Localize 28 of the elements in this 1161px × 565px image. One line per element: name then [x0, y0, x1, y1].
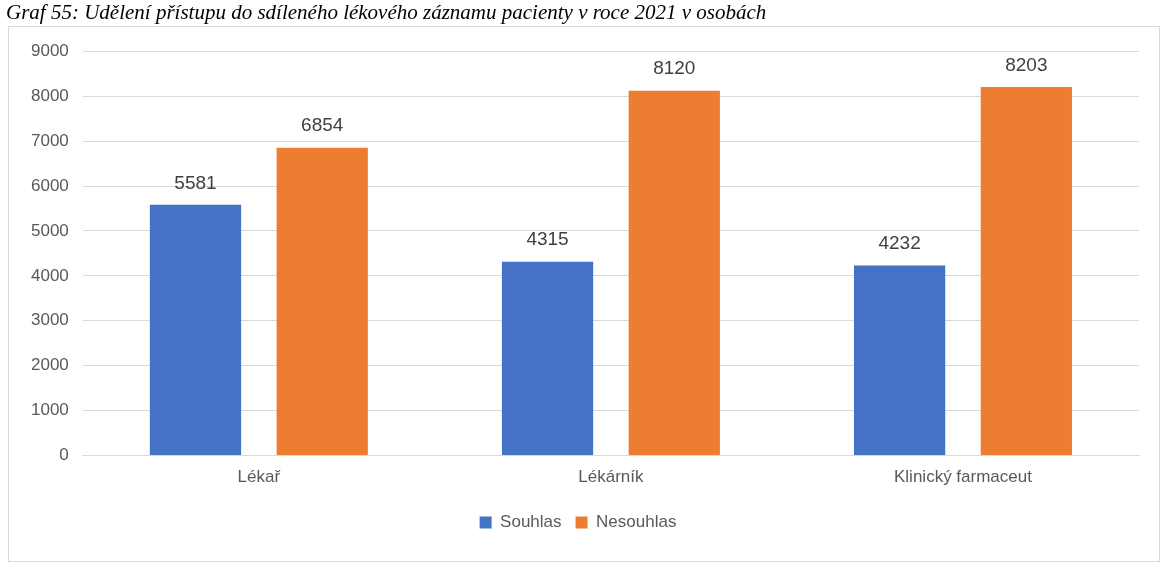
data-label: 4315	[526, 228, 569, 250]
y-tick-label: 2000	[30, 355, 69, 375]
data-label: 5581	[174, 171, 217, 193]
legend-label: Souhlas	[500, 512, 562, 532]
x-tick-label: Lékárník	[578, 467, 645, 487]
y-tick-label: 3000	[30, 310, 69, 330]
data-label: 6854	[301, 114, 344, 136]
y-tick-label: 4000	[30, 265, 69, 285]
y-tick-label: 1000	[30, 400, 69, 420]
chart-title: Graf 55: Udělení přístupu do sdíleného lékového záznamu pacienty v roce 2021 v osobách	[6, 0, 768, 24]
bar	[149, 204, 242, 456]
legend-label: Nesouhlas	[596, 512, 677, 532]
data-label: 8120	[653, 57, 696, 79]
bar	[276, 147, 368, 456]
bar	[501, 261, 594, 456]
y-tick-label: 6000	[30, 175, 69, 195]
y-tick-label: 0	[59, 445, 69, 465]
bar	[980, 87, 1072, 456]
bar	[853, 265, 946, 456]
y-tick-label: 7000	[30, 130, 69, 150]
y-tick-label: 5000	[30, 220, 69, 240]
x-tick-label: Klinický farmaceut	[894, 467, 1033, 487]
y-tick-label: 8000	[30, 85, 69, 105]
data-label: 8203	[1005, 53, 1048, 75]
bar	[628, 90, 720, 456]
y-tick-label: 9000	[30, 40, 69, 60]
data-label: 4232	[878, 232, 921, 254]
x-tick-label: Lékař	[237, 467, 281, 487]
